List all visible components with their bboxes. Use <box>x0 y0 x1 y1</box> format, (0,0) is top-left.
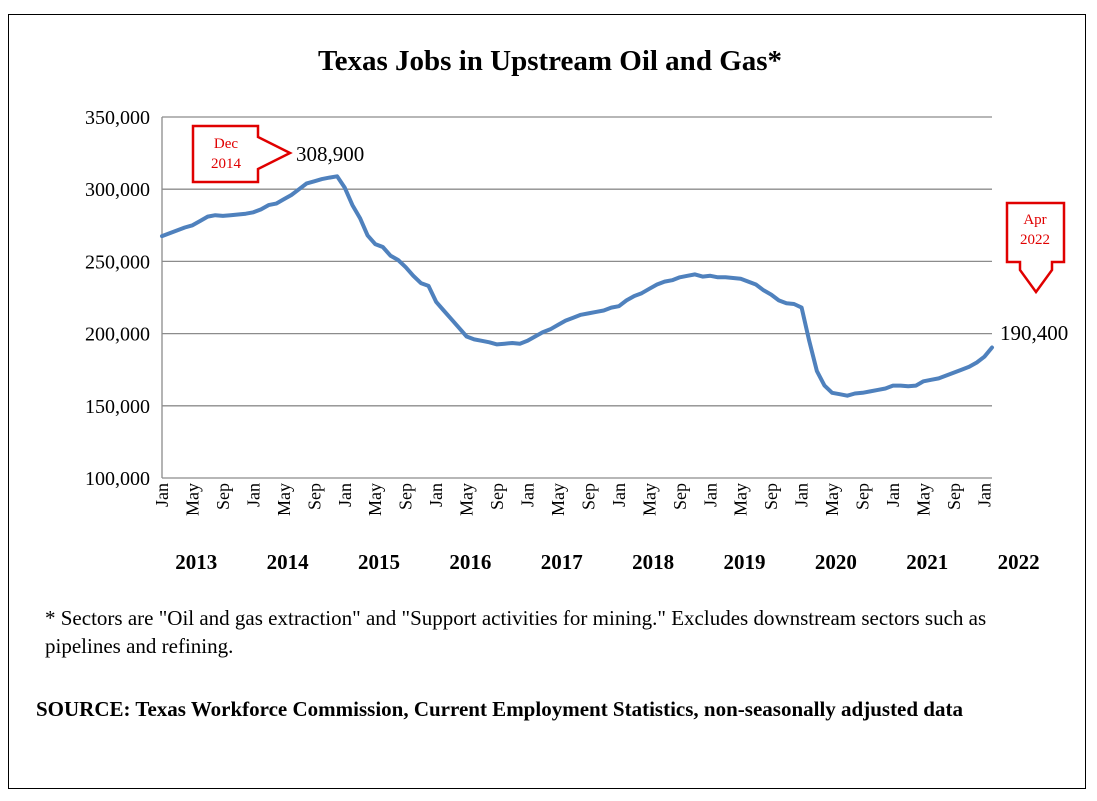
x-tick-label: Jan <box>243 483 263 507</box>
series-layer <box>160 174 994 398</box>
x-tick-label: Jan <box>426 483 446 507</box>
x-tick-label: May <box>822 483 842 516</box>
x-tick-label: Sep <box>487 483 507 510</box>
x-tick-label: Jan <box>974 483 994 507</box>
y-tick-label: 200,000 <box>85 324 150 346</box>
x-tick-label: May <box>548 483 568 516</box>
chart-frame <box>8 14 1086 789</box>
x-tick-label: Jan <box>700 483 720 507</box>
callout-label: 2014 <box>211 156 242 172</box>
x-tick-label: Sep <box>761 483 781 510</box>
y-tick-label: 150,000 <box>85 396 150 418</box>
x-tick-label: Sep <box>396 483 416 510</box>
y-tick-label: 350,000 <box>85 107 150 129</box>
callout-label: Dec <box>214 136 238 152</box>
source-note: SOURCE: Texas Workforce Commission, Curr… <box>36 697 963 721</box>
x-tick-label: Jan <box>152 483 172 507</box>
x-tick-label: Sep <box>944 483 964 510</box>
y-tick-label: 300,000 <box>85 179 150 201</box>
year-label: 2019 <box>724 550 766 574</box>
x-tick-label: Jan <box>609 483 629 507</box>
callout-label: Apr <box>1023 212 1046 228</box>
x-tick-label: May <box>457 483 477 516</box>
footnote: * Sectors are "Oil and gas extraction" a… <box>45 606 987 658</box>
year-label: 2018 <box>632 550 674 574</box>
x-tick-label: May <box>182 483 202 516</box>
x-tick-label: Sep <box>578 483 598 510</box>
y-axis: 100,000 150,000 200,000 250,000 300,000 350,0… <box>85 107 992 490</box>
x-tick-label: Jan <box>792 483 812 507</box>
x-tick-label: Sep <box>213 483 233 510</box>
year-label: 2021 <box>906 550 948 574</box>
year-label: 2014 <box>267 550 310 574</box>
arrow-callout-dec-2014 <box>191 124 293 184</box>
year-label: 2017 <box>541 550 583 574</box>
x-tick-label: Sep <box>670 483 690 510</box>
x-tick-label: Sep <box>304 483 324 510</box>
chart-title: Texas Jobs in Upstream Oil and Gas* <box>318 45 782 77</box>
year-label: 2016 <box>449 550 491 574</box>
y-tick-label: 100,000 <box>85 468 150 490</box>
arrow-callout-apr-2022 <box>1005 201 1066 295</box>
year-label: 2022 <box>998 550 1040 574</box>
annotations: Dec 2014 308,900 Apr 2022 190,400 <box>191 124 1068 345</box>
latest-value-label: 190,400 <box>1000 321 1068 345</box>
x-tick-label: Jan <box>883 483 903 507</box>
year-label: 2015 <box>358 550 400 574</box>
x-tick-label: Jan <box>335 483 355 507</box>
x-tick-label: May <box>639 483 659 516</box>
x-tick-label: Jan <box>518 483 538 507</box>
series-line <box>160 174 994 398</box>
y-tick-label: 250,000 <box>85 251 150 273</box>
x-tick-label: May <box>913 483 933 516</box>
x-tick-label: May <box>365 483 385 516</box>
x-tick-label: Sep <box>853 483 873 510</box>
x-tick-label: May <box>274 483 294 516</box>
year-label: 2020 <box>815 550 857 574</box>
callout-label: 2022 <box>1020 232 1050 248</box>
x-tick-label: May <box>731 483 751 516</box>
gridlines <box>162 116 992 407</box>
year-label: 2013 <box>175 550 217 574</box>
peak-value-label: 308,900 <box>296 142 364 166</box>
x-axis: Jan May Sep Jan May Sep Jan May Sep Jan May Sep Jan M… <box>152 483 1040 574</box>
